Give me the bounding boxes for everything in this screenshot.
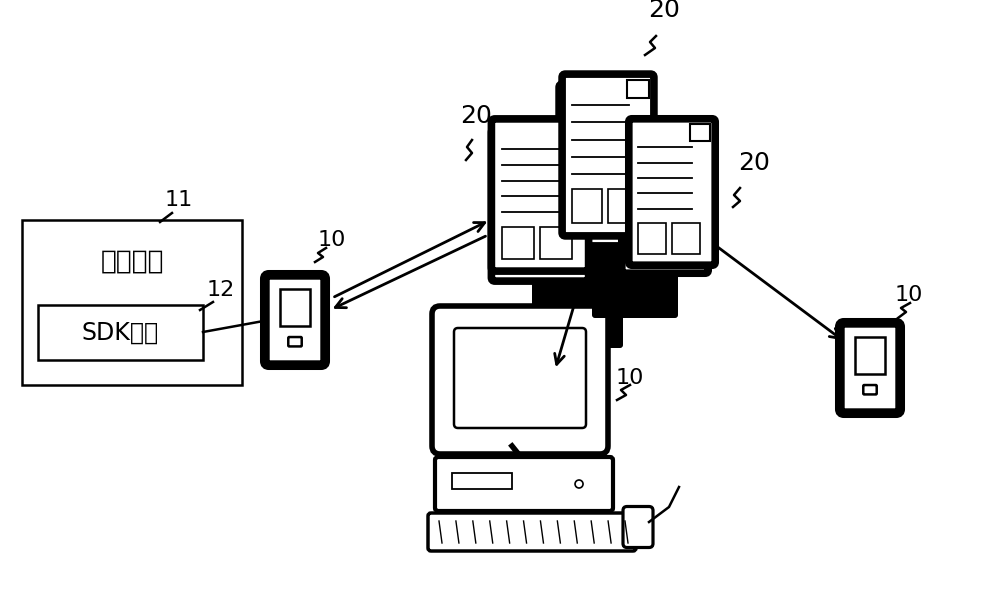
Text: 10: 10 xyxy=(895,285,923,305)
Bar xyxy=(560,135,583,152)
FancyBboxPatch shape xyxy=(432,306,608,454)
FancyBboxPatch shape xyxy=(435,457,613,511)
Bar xyxy=(280,289,310,326)
Text: 11: 11 xyxy=(165,190,193,210)
Bar xyxy=(627,80,648,98)
FancyBboxPatch shape xyxy=(559,84,651,246)
Bar xyxy=(665,231,693,262)
Text: 20: 20 xyxy=(460,104,492,128)
Bar xyxy=(502,237,534,269)
Bar xyxy=(38,305,203,360)
Bar xyxy=(608,189,638,223)
FancyBboxPatch shape xyxy=(288,337,302,346)
FancyBboxPatch shape xyxy=(265,275,325,365)
Bar xyxy=(683,132,703,149)
Bar xyxy=(560,125,583,142)
FancyBboxPatch shape xyxy=(491,129,589,281)
Bar xyxy=(22,220,242,385)
Text: 20: 20 xyxy=(738,151,770,175)
Bar xyxy=(624,89,646,108)
FancyBboxPatch shape xyxy=(592,172,678,318)
Bar xyxy=(502,227,534,259)
FancyBboxPatch shape xyxy=(562,74,654,236)
FancyBboxPatch shape xyxy=(491,119,589,271)
FancyBboxPatch shape xyxy=(840,323,900,413)
FancyBboxPatch shape xyxy=(532,212,623,348)
FancyBboxPatch shape xyxy=(454,328,586,428)
FancyBboxPatch shape xyxy=(863,385,877,394)
Text: 10: 10 xyxy=(616,368,644,388)
Text: SDK功能: SDK功能 xyxy=(82,320,159,344)
Text: 12: 12 xyxy=(207,280,235,300)
Bar xyxy=(631,231,659,262)
Bar xyxy=(540,237,572,269)
Bar xyxy=(690,124,710,141)
Bar xyxy=(672,223,700,253)
Bar xyxy=(572,189,602,223)
Bar xyxy=(855,337,885,374)
Bar xyxy=(638,223,666,253)
FancyBboxPatch shape xyxy=(623,507,653,547)
Bar xyxy=(452,473,512,489)
Bar xyxy=(605,199,635,233)
Text: 目标应用: 目标应用 xyxy=(100,249,164,275)
Bar xyxy=(569,199,599,233)
FancyBboxPatch shape xyxy=(622,127,708,273)
FancyBboxPatch shape xyxy=(629,119,715,265)
Text: 10: 10 xyxy=(318,230,346,250)
FancyBboxPatch shape xyxy=(428,513,636,551)
Text: 20: 20 xyxy=(648,0,680,22)
Bar xyxy=(540,227,572,259)
Circle shape xyxy=(575,480,583,488)
